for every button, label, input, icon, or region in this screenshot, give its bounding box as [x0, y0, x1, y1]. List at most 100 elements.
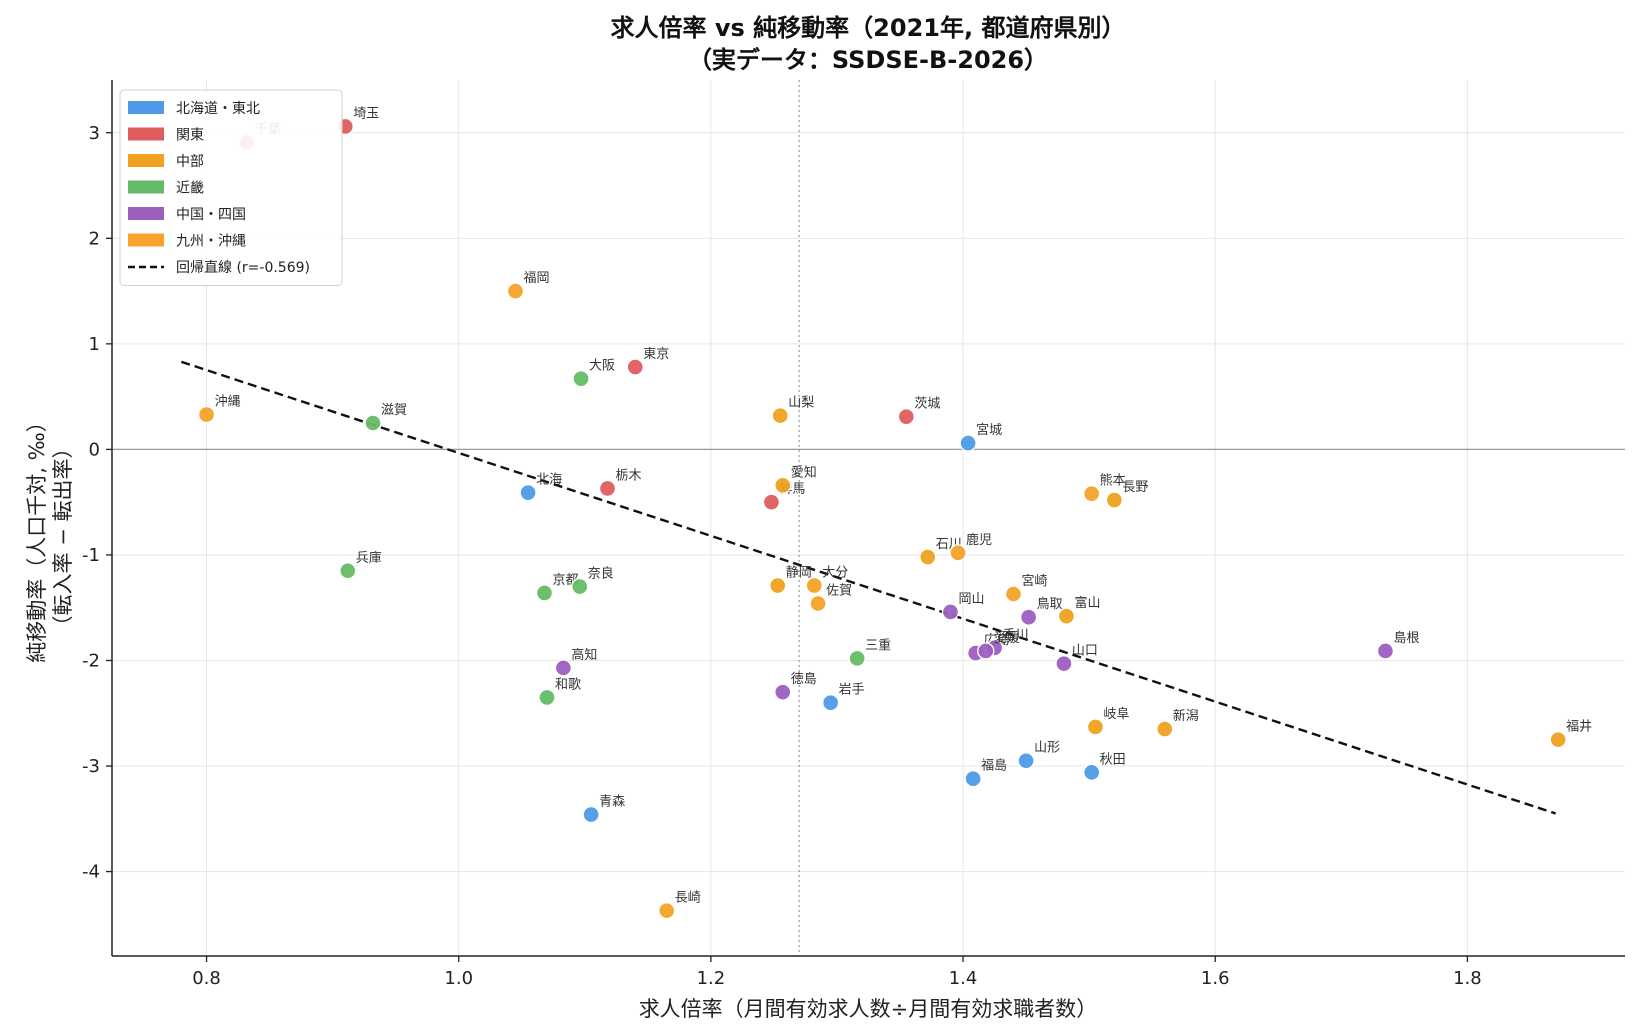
legend-swatch: [128, 127, 164, 141]
data-point: 滋賀: [364, 403, 407, 432]
point-marker: [848, 649, 866, 668]
point-marker: [774, 476, 792, 494]
data-point: 沖縄: [197, 395, 241, 424]
data-point: 富山: [1057, 595, 1100, 625]
legend-item: 中部: [128, 154, 204, 170]
point-marker: [1086, 718, 1105, 736]
point-label: 山口: [1072, 644, 1098, 659]
legend-swatch: [128, 180, 164, 194]
data-point: 奈良: [571, 566, 614, 596]
data-point: 愛知: [774, 464, 817, 494]
data-point: 和歌: [538, 677, 581, 707]
point-marker: [769, 576, 787, 595]
data-point: 青森: [582, 795, 625, 824]
point-marker: [1004, 585, 1023, 603]
x-tick-label: 1.8: [1453, 968, 1482, 989]
legend-item: 近畿: [128, 180, 204, 197]
point-label: 栃木: [616, 468, 642, 483]
legend-item: 九州・沖縄: [128, 233, 246, 250]
data-point: 新潟: [1156, 708, 1199, 738]
point-label: 奈良: [588, 566, 614, 582]
point-label: 福島: [981, 759, 1007, 774]
data-point: 宮崎: [1004, 573, 1048, 603]
point-label: 岩手: [839, 683, 865, 698]
point-label: 和歌: [555, 677, 581, 692]
x-tick-label: 1.0: [444, 968, 473, 989]
point-marker: [959, 434, 977, 452]
point-marker: [1376, 642, 1395, 660]
point-label: 香川: [1003, 628, 1029, 643]
y-tick-label: -3: [82, 756, 100, 777]
point-label: 鹿児: [966, 532, 992, 548]
point-marker: [897, 407, 916, 426]
legend-label: 近畿: [176, 181, 204, 197]
data-point: 高知: [554, 647, 597, 677]
data-point: 大阪: [572, 359, 615, 388]
data-point: 長野: [1105, 480, 1148, 509]
y-axis-label-group: 純移動率（人口千対, ‰） （転入率 − 転出率）: [25, 411, 75, 663]
x-tick-label: 1.6: [1201, 968, 1230, 989]
point-marker: [1082, 485, 1101, 503]
point-marker: [339, 562, 357, 580]
point-label: 徳島: [791, 672, 817, 687]
point-marker: [626, 358, 644, 376]
regression-layer: [180, 360, 1557, 815]
point-marker: [805, 576, 823, 595]
reference-lines: [112, 80, 1625, 956]
y-tick-label: -1: [82, 545, 100, 566]
legend-swatch: [128, 101, 164, 114]
data-point: 三重: [848, 637, 891, 668]
legend-item-regression: 回帰直線 (r=-0.569): [128, 259, 310, 276]
y-tick-label: 1: [89, 334, 100, 355]
point-marker: [1017, 752, 1035, 770]
legend-swatch: [128, 233, 164, 247]
axes-layer: 0.8 1.0 1.2 1.4 1.6 1.8 -4 -3 -2 -1 0 1 2 3: [82, 80, 1625, 989]
data-point: 大分: [805, 566, 848, 595]
data-point: 東京: [626, 346, 669, 376]
data-point: 栃木: [598, 468, 642, 498]
data-point: 山梨: [771, 396, 814, 425]
point-label: 宮崎: [1021, 573, 1047, 589]
point-marker: [1105, 491, 1124, 509]
point-marker: [519, 483, 537, 502]
point-label: 大阪: [589, 359, 615, 374]
point-marker: [364, 414, 382, 432]
point-label: 長野: [1122, 480, 1148, 495]
point-label: 東京: [643, 346, 669, 362]
data-point: 北海: [519, 473, 562, 502]
y-tick-label: -2: [82, 650, 100, 671]
data-point: 山口: [1055, 644, 1098, 673]
data-point: 埼玉: [336, 106, 379, 136]
point-label: 山形: [1034, 741, 1060, 756]
point-marker: [1156, 720, 1174, 738]
data-point: 岡山: [941, 592, 984, 621]
data-point: 島根: [1376, 631, 1419, 660]
regression-line: [180, 360, 1557, 815]
point-label: 沖縄: [215, 395, 241, 410]
x-tick-label: 1.2: [697, 968, 726, 989]
point-marker: [964, 769, 982, 788]
point-marker: [1057, 607, 1076, 625]
data-point: 福岡: [506, 271, 549, 300]
points-layer: 北海青森岩手宮城秋田山形福島茨城栃木群馬埼玉千葉東京新潟富山石川福井山梨長野岐阜…: [197, 106, 1592, 920]
point-marker: [1549, 730, 1567, 749]
point-marker: [506, 282, 525, 300]
data-point: 熊本: [1082, 473, 1126, 503]
x-tick-label: 0.8: [192, 968, 221, 989]
point-label: 兵庫: [356, 551, 382, 566]
x-tick-label: 1.4: [949, 968, 978, 989]
data-point: 茨城: [897, 397, 940, 426]
point-label: 埼玉: [353, 106, 379, 121]
chart-subtitle: （実データ：SSDSE-B-2026）: [688, 46, 1048, 74]
data-point: 山形: [1017, 741, 1060, 770]
point-marker: [941, 603, 960, 621]
y-axis-label-sub: （転入率 − 転出率）: [51, 438, 75, 637]
y-tick-label: 3: [89, 123, 100, 144]
data-point: 福島: [964, 759, 1007, 788]
data-point: 岩手: [821, 683, 865, 712]
point-marker: [762, 493, 781, 511]
data-point: 兵庫: [339, 551, 382, 580]
